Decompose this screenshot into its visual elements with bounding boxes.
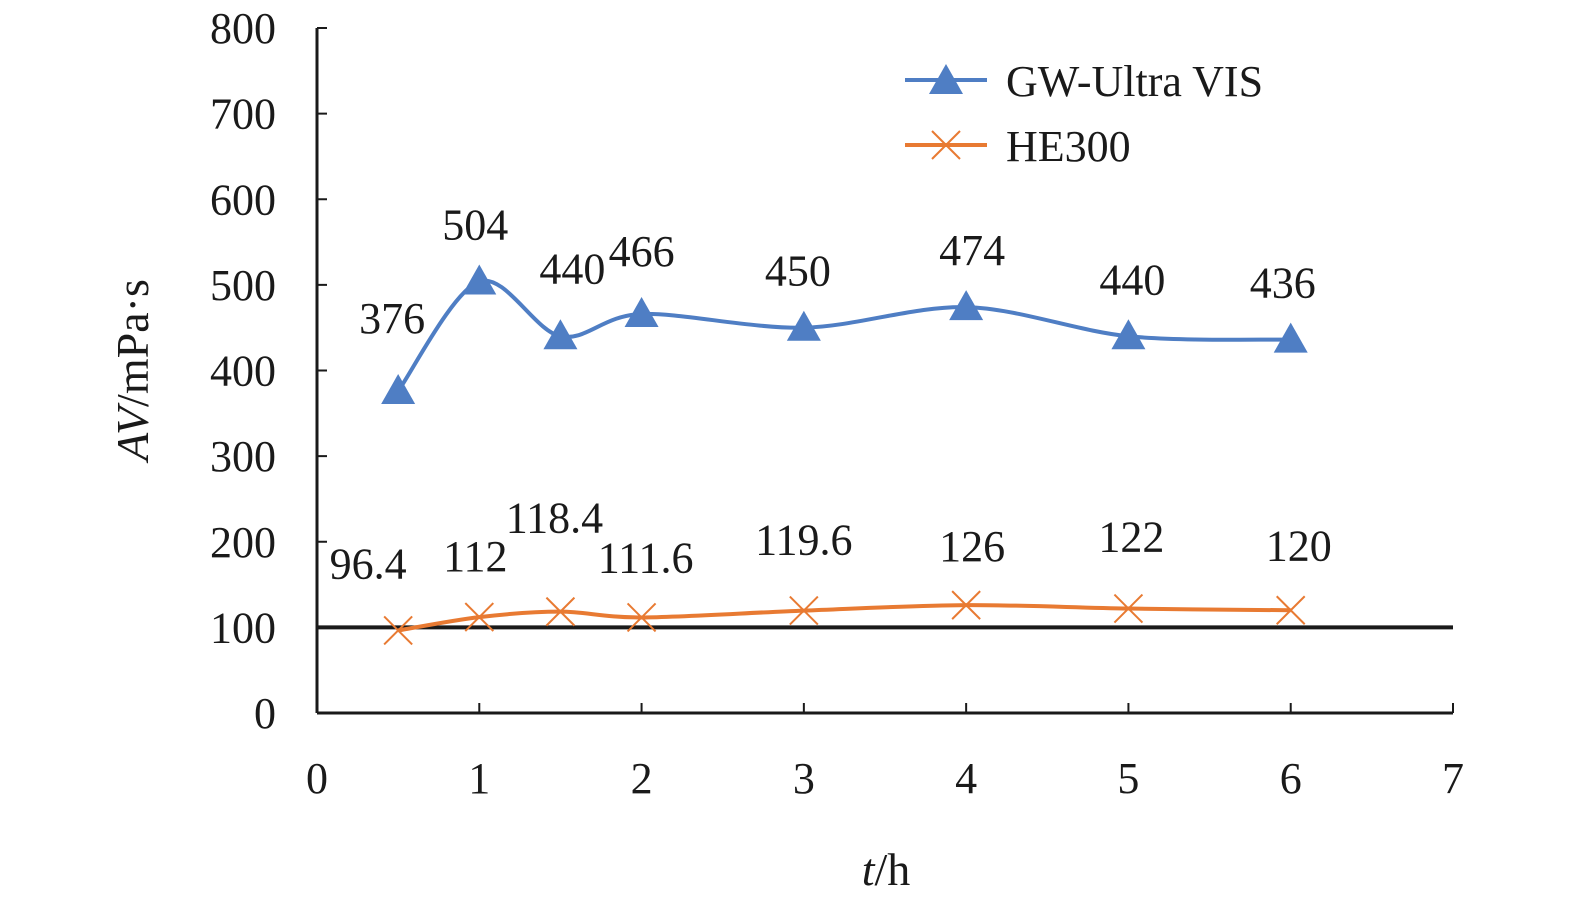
data-label: 466 xyxy=(609,227,675,276)
data-point-triangle xyxy=(786,310,821,341)
x-tick-label: 6 xyxy=(1280,754,1302,803)
data-point-x xyxy=(789,595,819,626)
x-tick-label: 7 xyxy=(1442,754,1464,803)
data-label: 118.4 xyxy=(506,494,603,543)
data-point-x-stroke xyxy=(1113,593,1144,624)
data-point-x-stroke xyxy=(383,615,413,646)
data-point-x xyxy=(383,615,413,646)
data-label: 436 xyxy=(1250,259,1316,308)
data-point-triangle xyxy=(1273,322,1308,353)
data-label: 96.4 xyxy=(330,539,407,588)
data-label: 440 xyxy=(1099,255,1165,304)
data-label: 440 xyxy=(539,244,605,293)
y-tick-label: 300 xyxy=(210,432,276,481)
y-tick-label: 600 xyxy=(210,175,276,224)
y-tick-label: 400 xyxy=(210,347,276,396)
x-axis-var: t xyxy=(862,844,876,895)
data-label: 120 xyxy=(1266,521,1332,570)
data-point-x xyxy=(464,602,494,632)
legend-item-he300: HE300 xyxy=(905,122,1131,171)
data-point-x-stroke xyxy=(545,596,576,627)
data-point-triangle xyxy=(462,264,497,295)
legend-item-gw-ultra-vis: GW-Ultra VIS xyxy=(905,57,1263,106)
data-label: 122 xyxy=(1098,513,1164,562)
data-label: 111.6 xyxy=(598,533,694,582)
series-he300 xyxy=(383,590,1306,646)
data-point-x-stroke xyxy=(464,602,494,632)
series xyxy=(381,264,1308,646)
legend: GW-Ultra VIS HE300 xyxy=(905,57,1263,171)
data-label: 504 xyxy=(442,200,508,249)
data-point-x xyxy=(1113,593,1144,624)
data-label: 126 xyxy=(939,522,1005,571)
x-axis-unit: /h xyxy=(875,844,911,895)
y-tick-label: 800 xyxy=(210,4,276,53)
y-tick-label: 0 xyxy=(254,689,276,738)
axes xyxy=(315,27,1454,715)
data-point-x xyxy=(951,590,981,620)
data-label: 450 xyxy=(765,247,831,296)
legend-label-he300: HE300 xyxy=(1006,122,1131,171)
data-point-triangle xyxy=(1111,319,1146,350)
y-tick-label: 500 xyxy=(210,261,276,310)
x-tick-label: 5 xyxy=(1117,754,1139,803)
data-point-x-stroke xyxy=(789,595,819,626)
data-point-x-stroke xyxy=(626,602,657,633)
y-axis-title: AV/mPa·s xyxy=(107,279,158,464)
data-point-triangle xyxy=(624,296,659,327)
x-tick-label: 4 xyxy=(955,754,977,803)
data-label: 112 xyxy=(443,532,507,581)
legend-triangle-marker-icon xyxy=(929,64,963,94)
x-tick-label: 3 xyxy=(793,754,815,803)
data-label: 474 xyxy=(939,226,1005,275)
data-point-triangle xyxy=(381,374,416,405)
y-axis-var: AV xyxy=(107,402,158,464)
data-point-triangle xyxy=(949,290,984,321)
y-tick-label: 700 xyxy=(210,90,276,139)
x-axis-title: t/h xyxy=(862,844,911,895)
y-axis-unit: /mPa·s xyxy=(107,279,158,407)
data-label: 376 xyxy=(359,294,425,343)
legend-x-marker-icon xyxy=(931,130,961,160)
x-tick-label: 2 xyxy=(631,754,653,803)
data-point-x xyxy=(545,596,576,627)
data-point-x-stroke xyxy=(951,590,981,620)
legend-label-gw-ultra-vis: GW-Ultra VIS xyxy=(1006,57,1263,106)
y-tick-label: 100 xyxy=(210,603,276,652)
tick-labels: 0 100 200 300 400 500 600 700 800 0 1 2 3 4 5 6 7 xyxy=(210,4,1464,803)
y-tick-label: 200 xyxy=(210,518,276,567)
data-point-triangle xyxy=(543,319,578,350)
data-point-x-stroke xyxy=(1276,595,1306,625)
series-gw-ultra-vis xyxy=(381,264,1308,405)
x-tick-label: 1 xyxy=(468,754,490,803)
x-tick-label: 0 xyxy=(306,754,328,803)
data-point-x xyxy=(626,602,657,633)
data-label: 119.6 xyxy=(755,516,852,565)
data-point-x xyxy=(1276,595,1306,625)
